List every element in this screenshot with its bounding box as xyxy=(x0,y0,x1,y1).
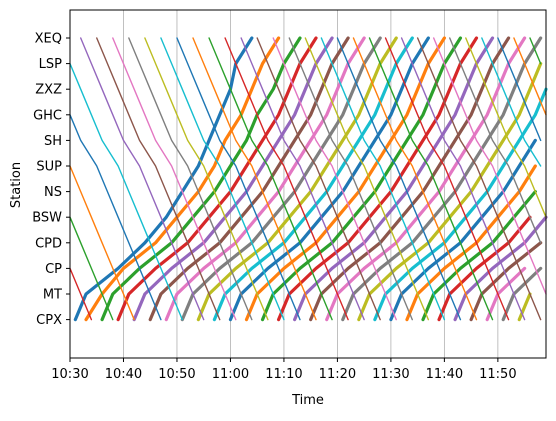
train-line-thin xyxy=(69,267,93,321)
train-line-thin xyxy=(513,37,547,116)
x-tick-label: 11:50 xyxy=(479,367,516,382)
x-tick-label: 11:20 xyxy=(319,367,356,382)
train-line-thin xyxy=(176,37,301,321)
y-axis-label: Station xyxy=(9,162,24,208)
y-tick-label: XEQ xyxy=(35,32,62,47)
y-tick-label: BSW xyxy=(32,211,62,226)
x-tick-label: 11:40 xyxy=(426,367,463,382)
x-tick-label: 11:30 xyxy=(372,367,409,382)
train-line-thick xyxy=(196,36,398,322)
train-line-thick xyxy=(73,36,254,322)
train-line-thin xyxy=(240,37,365,321)
x-tick-label: 11:10 xyxy=(265,367,302,382)
y-tick-label: LSP xyxy=(39,57,62,72)
train-line-thick xyxy=(228,36,430,322)
train-line-thick xyxy=(244,36,446,322)
train-line-thick xyxy=(341,36,543,322)
train-line-thin xyxy=(336,37,462,321)
train-line-thin xyxy=(449,37,542,244)
y-tick-label: CPD xyxy=(35,236,62,251)
train-line-thick xyxy=(180,36,382,322)
train-line-thin xyxy=(96,37,221,321)
train-line-thick xyxy=(116,36,318,322)
train-line-thin xyxy=(304,37,430,321)
train-line-thick xyxy=(132,36,334,322)
train-line-thin xyxy=(128,37,253,321)
train-line-thin xyxy=(79,37,205,321)
train-line-thin xyxy=(481,37,542,167)
x-axis-ticks: 10:30 10:40 10:50 11:00 11:10 11:20 11:30 11:40… xyxy=(51,358,517,382)
train-line-thin xyxy=(224,37,349,321)
train-line-thin xyxy=(288,37,413,321)
y-tick-label: NS xyxy=(44,185,62,200)
y-tick-label: SUP xyxy=(36,160,62,175)
train-line-thin xyxy=(256,37,381,321)
train-line-thick xyxy=(293,36,495,322)
train-line-thin xyxy=(465,37,547,218)
train-line-thin xyxy=(272,37,397,321)
x-axis-label: Time xyxy=(291,393,324,408)
train-line-thin xyxy=(112,37,237,321)
train-line-thin xyxy=(497,37,542,142)
train-line-thin xyxy=(529,37,542,65)
train-line-thick xyxy=(276,36,479,322)
x-tick-label: 10:40 xyxy=(105,367,142,382)
train-line-thin xyxy=(368,37,494,321)
plot-frame xyxy=(69,9,547,359)
y-tick-label: ZXZ xyxy=(35,83,62,98)
train-line-thin xyxy=(69,216,114,321)
train-line-thin xyxy=(320,37,446,321)
x-tick-label: 10:50 xyxy=(158,367,195,382)
train-line-thick xyxy=(100,36,302,322)
train-line-thick xyxy=(84,36,281,322)
y-tick-label: SH xyxy=(44,134,62,149)
train-line-thin xyxy=(69,114,162,321)
train-line-thick xyxy=(437,215,532,322)
train-line-thin xyxy=(432,37,547,295)
x-tick-label: 10:30 xyxy=(51,367,88,382)
x-tick-label: 11:00 xyxy=(212,367,249,382)
y-tick-label: MT xyxy=(43,288,62,303)
train-line-thick xyxy=(421,190,537,322)
train-line-thin xyxy=(192,37,317,321)
train-line-thin xyxy=(69,165,135,321)
train-line-thick xyxy=(212,36,414,322)
series-layer xyxy=(69,36,548,322)
train-line-thin xyxy=(352,37,478,321)
train-line-thick xyxy=(309,36,511,322)
train-line-thin xyxy=(416,37,542,321)
y-axis-ticks: XEQ LSP ZXZ GHC SH SUP NS BSW CPD CP MT CPX xyxy=(32,32,70,328)
train-line-thin xyxy=(144,37,269,321)
train-line-thick xyxy=(164,36,366,322)
train-line-thick xyxy=(517,292,532,322)
train-line-thin xyxy=(160,37,285,321)
train-line-thick xyxy=(148,36,350,322)
train-line-thin xyxy=(384,37,510,321)
train-line-thick xyxy=(453,215,548,322)
train-line-thin xyxy=(400,37,526,321)
train-line-thick xyxy=(325,36,527,322)
train-line-thick xyxy=(469,241,543,322)
train-line-thin xyxy=(69,62,184,321)
y-tick-label: CP xyxy=(45,262,62,277)
train-line-thick xyxy=(260,36,463,322)
y-tick-label: CPX xyxy=(36,313,62,328)
train-line-thin xyxy=(208,37,333,321)
y-tick-label: GHC xyxy=(33,108,62,123)
